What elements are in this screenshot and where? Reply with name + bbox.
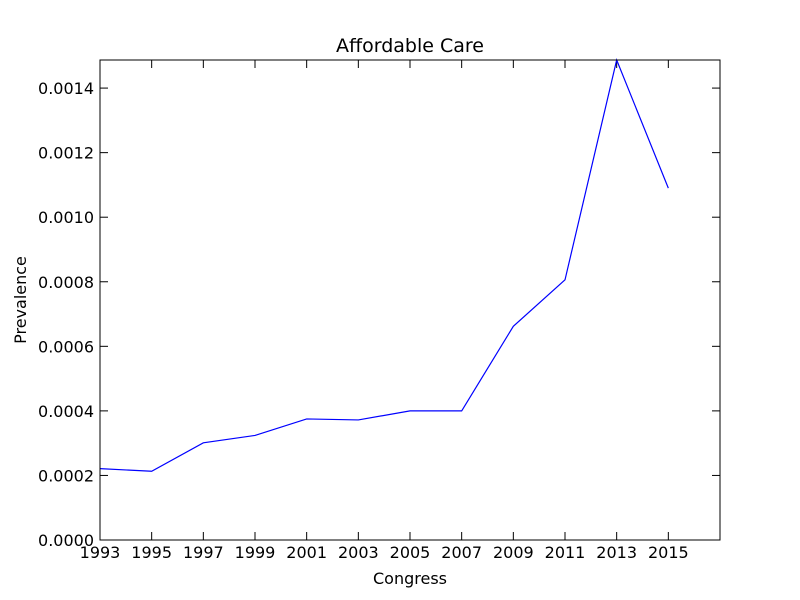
y-axis-title: Prevalence bbox=[11, 256, 30, 344]
x-tick-label: 2001 bbox=[286, 543, 327, 562]
y-tick-label: 0.0008 bbox=[38, 273, 94, 292]
y-tick-label: 0.0004 bbox=[38, 402, 94, 421]
y-tick-label: 0.0006 bbox=[38, 337, 94, 356]
y-tick-label: 0.0012 bbox=[38, 144, 94, 163]
y-tick-label: 0.0014 bbox=[38, 79, 94, 98]
x-tick-label: 2015 bbox=[648, 543, 689, 562]
x-tick-label: 1995 bbox=[131, 543, 172, 562]
x-tick-label: 2003 bbox=[338, 543, 379, 562]
y-tick-label: 0.0010 bbox=[38, 208, 94, 227]
x-tick-label: 1997 bbox=[183, 543, 224, 562]
x-tick-label: 1993 bbox=[80, 543, 121, 562]
tick-labels-layer: 1993 1995 1997 1999 2001 2003 2005 2007 2009 2011… bbox=[38, 79, 689, 562]
x-tick-label: 1999 bbox=[235, 543, 276, 562]
x-tick-label: 2009 bbox=[493, 543, 534, 562]
y-tick-label: 0.0002 bbox=[38, 466, 94, 485]
x-axis-title: Congress bbox=[373, 569, 447, 588]
y-tick-label: 0.0000 bbox=[38, 531, 94, 550]
x-tick-label: 2011 bbox=[545, 543, 586, 562]
x-tick-label: 2013 bbox=[596, 543, 637, 562]
x-tick-label: 2007 bbox=[441, 543, 482, 562]
series-layer bbox=[99, 58, 669, 472]
plot-frame bbox=[99, 59, 721, 541]
x-tick-label: 2005 bbox=[390, 543, 431, 562]
chart-title: Affordable Care bbox=[336, 35, 484, 57]
series-line bbox=[99, 58, 669, 472]
